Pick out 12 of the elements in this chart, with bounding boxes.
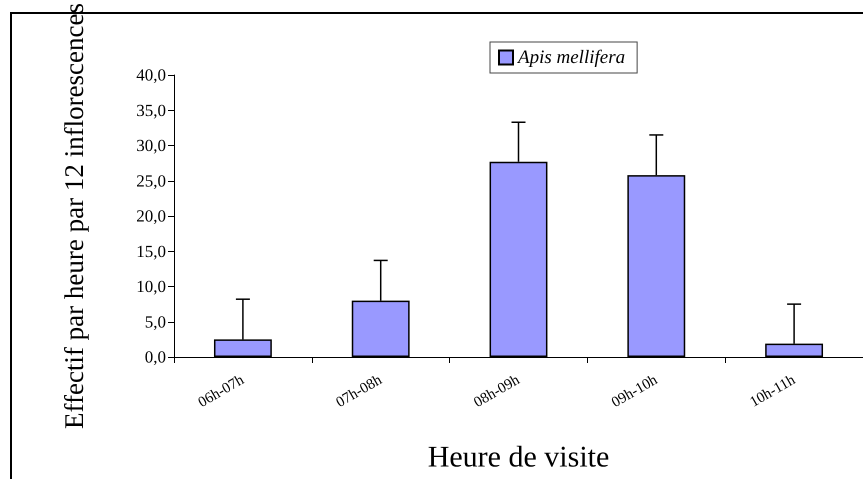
y-axis-title: Effectif par heure par 12 inflorescences [59, 3, 89, 430]
y-tick-label: 20,0 [136, 206, 166, 226]
y-tick-label: 30,0 [136, 136, 166, 156]
legend-label: Apis mellifera [516, 47, 626, 68]
y-tick-label: 15,0 [136, 242, 166, 261]
y-tick-label: 35,0 [136, 100, 166, 120]
y-tick-label: 40,0 [136, 66, 166, 85]
y-tick-label: 0,0 [144, 348, 166, 366]
y-tick-label: 5,0 [144, 312, 166, 332]
y-tick-label: 25,0 [136, 171, 166, 190]
y-tick-label: 10,0 [136, 277, 166, 296]
x-axis-title: Heure de visite [428, 440, 610, 474]
